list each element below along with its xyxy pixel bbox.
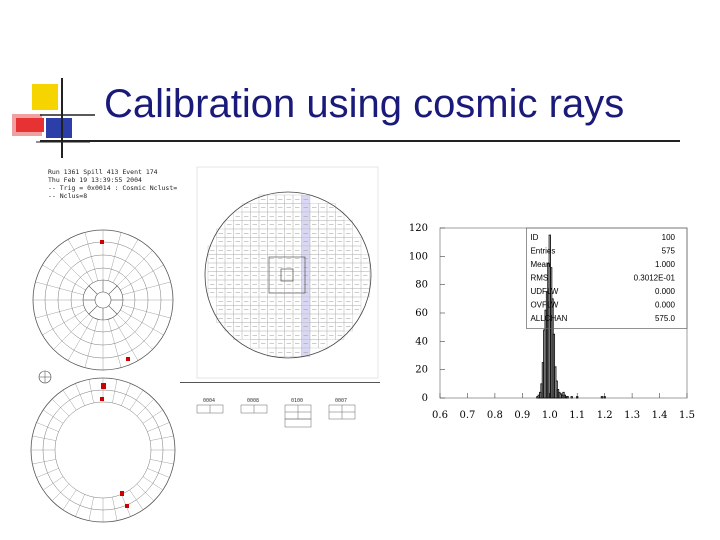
histogram-bin <box>600 396 604 399</box>
x-tick-label: 1.4 <box>652 410 668 421</box>
x-tick-label: 0.9 <box>514 410 530 421</box>
histogram-panel: 0 20 40 60 80 100 120 0.6 0.7 0.8 0.9 1.0 1.1 1.2 1.3… <box>400 220 700 430</box>
event-header-line: -- Nclus=8 <box>48 192 88 200</box>
histogram-bin <box>570 396 573 399</box>
module-label: 0007 <box>335 398 348 404</box>
x-tick-label: 1.3 <box>624 410 640 421</box>
stats-value: 0.000 <box>655 301 676 310</box>
x-tick-label: 1.5 <box>679 410 695 421</box>
plot-frame <box>439 227 688 399</box>
stats-label: Entries <box>530 247 555 256</box>
y-tick-label: 60 <box>415 308 428 319</box>
y-tick-label: 0 <box>422 393 428 404</box>
beam-symbol <box>38 370 52 384</box>
stats-label: RMS <box>530 274 548 283</box>
module-boxes: 0004 0008 0100 0007 <box>195 398 385 438</box>
slide-logo <box>0 0 110 170</box>
x-tick-label: 1.0 <box>542 410 558 421</box>
histogram-bin <box>576 396 579 399</box>
stats-value: 0.000 <box>655 287 676 296</box>
x-tick-label: 0.8 <box>487 410 503 421</box>
title-underline <box>40 140 680 142</box>
y-tick-label: 80 <box>415 280 428 291</box>
event-header-line: -- Trig = 0x0014 : Cosmic Nclust= <box>48 184 178 192</box>
module-label: 0004 <box>203 398 216 404</box>
stats-value: 575 <box>662 247 676 256</box>
stats-value: 575.0 <box>655 314 676 323</box>
event-header: Run 1361 Spill 413 Event 174 Thu Feb 19 … <box>48 168 177 200</box>
module-label: 0008 <box>247 398 260 404</box>
stats-label: Mean <box>530 260 550 269</box>
y-tick-label: 100 <box>409 251 428 262</box>
stats-label: UDFLW <box>530 287 558 296</box>
event-header-line: Run 1361 Spill 413 Event 174 <box>48 168 158 176</box>
stats-value: 1.000 <box>655 260 676 269</box>
small-detector-view <box>30 229 176 523</box>
histogram-bin <box>566 396 569 399</box>
stats-value: 0.3012E-01 <box>634 274 676 283</box>
y-tick-label: 120 <box>409 223 428 234</box>
module-box-graphics <box>196 404 356 428</box>
logo-graphic <box>12 78 95 158</box>
stats-value: 100 <box>662 233 676 242</box>
stats-label: OVFLW <box>530 301 558 310</box>
stats-box <box>526 227 688 329</box>
slide-title: Calibration using cosmic rays <box>104 82 625 126</box>
x-tick-label: 1.1 <box>569 410 585 421</box>
upper-ring-detector <box>32 229 174 371</box>
y-tick-label: 40 <box>415 336 428 347</box>
histogram-bin <box>552 333 556 399</box>
module-label: 0100 <box>291 398 304 404</box>
x-tick-label: 0.7 <box>459 410 475 421</box>
event-header-line: Thu Feb 19 13:39:55 2004 <box>48 176 142 184</box>
lower-ring-detector <box>30 377 176 523</box>
calorimeter-grid-view <box>196 166 379 379</box>
calorimeter-display <box>195 165 380 380</box>
stats-label: ID <box>530 233 538 242</box>
histogram-plot: 0 20 40 60 80 100 120 0.6 0.7 0.8 0.9 1.0 1.1 1.2 1.3… <box>409 223 695 421</box>
stats-label: ALLCHAN <box>530 314 567 323</box>
x-tick-label: 0.6 <box>432 410 448 421</box>
event-display-small <box>28 225 188 525</box>
x-tick-label: 1.2 <box>597 410 613 421</box>
histogram-bin <box>603 396 606 399</box>
y-tick-label: 20 <box>415 365 428 376</box>
calorimeter-axis-line <box>180 382 380 383</box>
